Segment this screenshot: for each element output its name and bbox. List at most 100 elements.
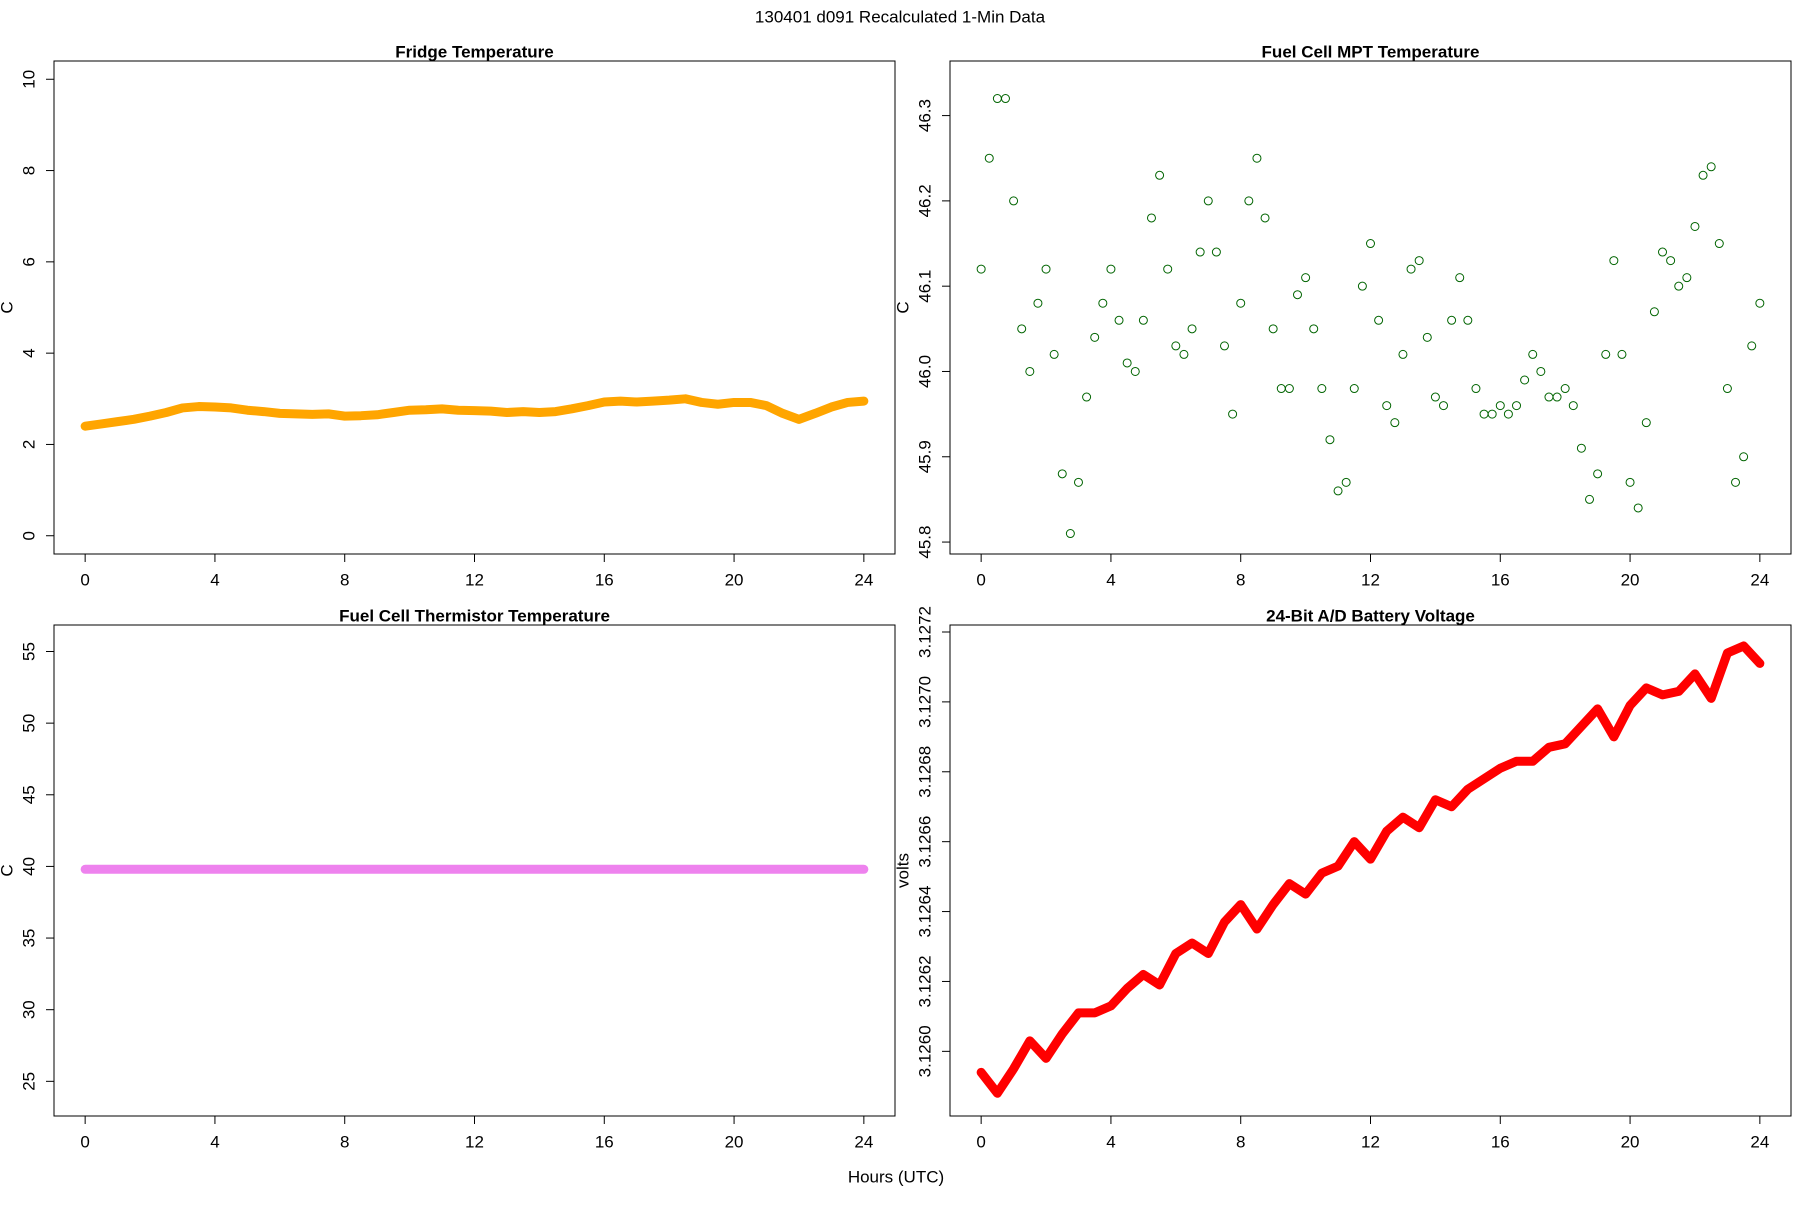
data-point: [1057, 469, 1067, 479]
data-point: [1585, 494, 1595, 504]
data-point: [1357, 281, 1367, 291]
data-point: [1065, 529, 1075, 539]
x-tick-label: 0: [80, 570, 89, 589]
data-point: [1536, 366, 1546, 376]
data-point: [1576, 443, 1586, 453]
data-line: [976, 641, 1765, 1098]
y-tick-label: 46.0: [915, 355, 934, 388]
x-tick-label: 16: [595, 1132, 614, 1151]
x-tick-label: 0: [80, 1132, 89, 1151]
y-tick-label: 45: [19, 785, 38, 804]
data-point: [1560, 384, 1570, 394]
y-tick-label: 40: [19, 857, 38, 876]
data-point: [1333, 486, 1343, 496]
data-point: [1049, 349, 1059, 359]
data-point: [1495, 401, 1505, 411]
y-axis-label: C: [0, 864, 16, 876]
panel-title: Fuel Cell Thermistor Temperature: [339, 606, 610, 625]
data-point: [1033, 298, 1043, 308]
data-point: [1471, 384, 1481, 394]
x-tick-label: 4: [1106, 570, 1115, 589]
x-tick-label: 24: [854, 570, 873, 589]
data-point: [1017, 324, 1027, 334]
data-point: [1674, 281, 1684, 291]
data-point: [1422, 332, 1432, 342]
data-point: [1382, 401, 1392, 411]
y-tick-label: 46.3: [915, 99, 934, 132]
data-point: [1244, 196, 1254, 206]
panel-title: Fridge Temperature: [395, 42, 553, 61]
data-point: [1195, 247, 1205, 257]
data-point: [1025, 366, 1035, 376]
y-tick-label: 4: [19, 348, 38, 357]
y-tick-label: 45.9: [915, 440, 934, 473]
data-point: [1706, 162, 1716, 172]
data-point: [1341, 477, 1351, 487]
data-point: [1552, 392, 1562, 402]
x-tick-label: 12: [465, 1132, 484, 1151]
x-tick-label: 20: [1621, 1132, 1640, 1151]
y-tick-label: 3.1268: [915, 746, 934, 798]
data-point: [1682, 273, 1692, 283]
y-axis-label: C: [893, 301, 912, 313]
data-point: [1163, 264, 1173, 274]
data-point: [1301, 273, 1311, 283]
data-point: [1414, 256, 1424, 266]
x-tick-label: 24: [1750, 1132, 1769, 1151]
data-point: [1041, 264, 1051, 274]
data-point: [1374, 315, 1384, 325]
x-tick-label: 12: [1361, 1132, 1380, 1151]
data-point: [1455, 273, 1465, 283]
data-point: [1520, 375, 1530, 385]
data-point: [1398, 349, 1408, 359]
data-point: [1731, 477, 1741, 487]
data-point: [1317, 384, 1327, 394]
data-point: [1641, 418, 1651, 428]
x-tick-label: 16: [595, 570, 614, 589]
data-point: [1544, 392, 1554, 402]
data-point: [1284, 384, 1294, 394]
data-point: [1179, 349, 1189, 359]
data-point: [1439, 401, 1449, 411]
y-tick-label: 46.2: [915, 184, 934, 217]
data-point: [1292, 290, 1302, 300]
y-tick-label: 30: [19, 1000, 38, 1019]
y-tick-label: 45.8: [915, 526, 934, 559]
data-point: [1130, 366, 1140, 376]
data-point: [984, 153, 994, 163]
data-point: [1609, 256, 1619, 266]
y-tick-label: 0: [19, 531, 38, 540]
data-point: [1666, 256, 1676, 266]
data-point: [1146, 213, 1156, 223]
plot-frame: [53, 60, 896, 555]
data-point: [1633, 503, 1643, 513]
data-point: [1390, 418, 1400, 428]
y-tick-label: 3.1262: [915, 955, 934, 1007]
data-point: [1138, 315, 1148, 325]
data-point: [1114, 315, 1124, 325]
y-tick-label: 3.1264: [915, 886, 934, 938]
data-line: [80, 394, 869, 431]
data-point: [1617, 349, 1627, 359]
data-point: [1325, 435, 1335, 445]
data-point: [1309, 324, 1319, 334]
y-tick-label: 8: [19, 166, 38, 175]
data-point: [976, 264, 986, 274]
y-axis-label: volts: [893, 853, 912, 888]
y-tick-label: 3.1272: [915, 606, 934, 658]
data-point: [1276, 384, 1286, 394]
data-point: [1260, 213, 1270, 223]
y-tick-label: 10: [19, 70, 38, 89]
x-tick-label: 16: [1491, 570, 1510, 589]
data-point: [1009, 196, 1019, 206]
data-point: [1098, 298, 1108, 308]
data-point: [1512, 401, 1522, 411]
data-point: [1187, 324, 1197, 334]
data-point: [1268, 324, 1278, 334]
x-tick-label: 16: [1491, 1132, 1510, 1151]
data-point: [1406, 264, 1416, 274]
data-point: [1503, 409, 1513, 419]
data-point: [1106, 264, 1116, 274]
x-tick-label: 8: [340, 570, 349, 589]
data-point: [1479, 409, 1489, 419]
